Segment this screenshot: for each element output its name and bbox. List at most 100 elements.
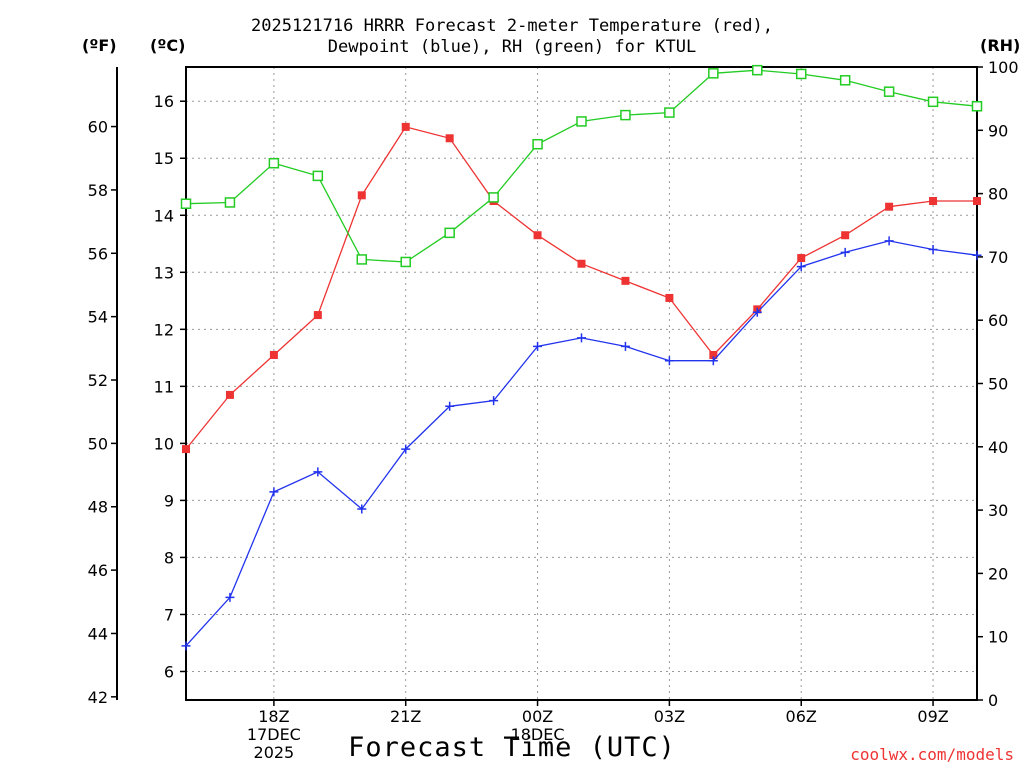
x-tick-label: 00Z	[522, 707, 553, 726]
rh-point	[532, 138, 543, 150]
rh-point	[927, 96, 939, 108]
dewpoint-point	[620, 341, 630, 351]
rh-point	[883, 86, 895, 97]
temperature-point	[709, 350, 718, 359]
rh-point	[576, 116, 587, 127]
celsius-tick-label: 6	[164, 662, 174, 681]
celsius-axis-unit-label: (ºC)	[150, 36, 186, 55]
fahrenheit-tick-label: 42	[88, 688, 108, 707]
rh-tick-label: 30	[988, 501, 1008, 520]
temperature-point	[269, 350, 278, 359]
x-axis-title: Forecast Time (UTC)	[348, 732, 676, 763]
fahrenheit-tick-label: 60	[88, 118, 108, 137]
rh-point	[839, 75, 851, 86]
rh-point	[224, 197, 236, 208]
dewpoint-point	[928, 244, 938, 254]
rh-point	[312, 170, 324, 182]
dewpoint-point	[313, 467, 323, 477]
temperature-series-line	[185, 126, 977, 450]
temperature-point	[577, 259, 586, 268]
dewpoint-point	[664, 356, 674, 366]
celsius-tick-label: 7	[164, 605, 174, 624]
fahrenheit-tick-label: 44	[88, 624, 108, 643]
fahrenheit-tick-label: 56	[88, 244, 108, 263]
dewpoint-point	[357, 504, 367, 514]
rh-tick-label: 80	[988, 185, 1008, 204]
x-tick-label: 06Z	[786, 707, 817, 726]
rh-tick-label: 20	[988, 564, 1008, 583]
dewpoint-point	[489, 396, 499, 406]
fahrenheit-axis-unit-label: (ºF)	[82, 36, 117, 55]
rh-series-line	[185, 69, 978, 263]
plot-frame	[185, 66, 978, 701]
rh-tick-label: 100	[988, 58, 1019, 77]
rh-point	[444, 227, 455, 239]
temperature-point	[401, 122, 410, 131]
rh-point	[664, 107, 675, 118]
temperature-point	[445, 134, 454, 143]
temperature-point	[973, 197, 981, 206]
temperature-point	[313, 311, 322, 320]
dewpoint-point	[884, 236, 894, 246]
rh-point	[268, 157, 280, 169]
dewpoint-point	[577, 333, 586, 343]
temperature-point	[885, 202, 894, 211]
temperature-point	[182, 445, 190, 454]
temperature-point	[225, 390, 234, 399]
dewpoint-point	[269, 487, 279, 497]
temperature-point	[929, 197, 938, 206]
x-tick-label: 18Z	[258, 707, 289, 726]
celsius-tick-label: 12	[154, 320, 174, 339]
rh-point	[752, 64, 763, 76]
x-tick-label: 09Z	[917, 707, 948, 726]
chart-title-line-2: Dewpoint (blue), RH (green) for KTUL	[327, 37, 697, 57]
rh-tick-label: 10	[988, 628, 1008, 647]
rh-tick-label: 70	[988, 248, 1008, 267]
dewpoint-point	[708, 356, 718, 366]
rh-point	[708, 68, 719, 79]
rh-tick-label: 50	[988, 375, 1008, 394]
dewpoint-point	[796, 262, 806, 272]
temperature-point	[621, 276, 630, 285]
dewpoint-point	[972, 250, 982, 260]
temperature-point	[797, 254, 806, 263]
temperature-point	[841, 231, 850, 240]
x-tick-label: 17DEC	[247, 725, 301, 744]
temperature-point	[357, 191, 366, 200]
celsius-tick-label: 11	[154, 377, 174, 396]
fahrenheit-tick-label: 50	[88, 434, 108, 453]
temperature-point	[665, 293, 674, 302]
chart-title-line-1: 2025121716 HRRR Forecast 2-meter Tempera…	[251, 16, 773, 36]
rh-tick-label: 40	[988, 438, 1008, 457]
celsius-tick-label: 13	[154, 263, 174, 282]
x-tick-label: 2025	[254, 743, 295, 762]
rh-tick-label: 0	[988, 691, 998, 710]
temperature-point	[533, 231, 542, 240]
dewpoint-point	[225, 592, 235, 602]
rh-point	[971, 100, 983, 112]
celsius-tick-label: 10	[154, 434, 174, 453]
dewpoint-point	[445, 401, 455, 411]
celsius-tick-label: 14	[154, 206, 174, 225]
dewpoint-point	[533, 341, 543, 351]
celsius-tick-label: 8	[164, 548, 174, 567]
source-credit[interactable]: coolwx.com/models	[850, 745, 1014, 764]
celsius-tick-label: 9	[164, 491, 174, 510]
fahrenheit-tick-label: 46	[88, 561, 108, 580]
dewpoint-point	[840, 247, 850, 257]
rh-point	[488, 192, 499, 203]
rh-axis-unit-label: (RH)	[980, 36, 1021, 55]
fahrenheit-tick-label: 48	[88, 498, 108, 517]
rh-tick-label: 60	[988, 311, 1008, 330]
rh-point	[795, 68, 807, 80]
fahrenheit-tick-label: 52	[88, 371, 108, 390]
x-tick-label: 18DEC	[511, 725, 565, 744]
rh-point	[180, 198, 192, 209]
fahrenheit-tick-label: 54	[88, 308, 108, 327]
fahrenheit-tick-label: 58	[88, 181, 108, 200]
x-tick-label: 03Z	[654, 707, 685, 726]
rh-point	[356, 254, 368, 265]
dewpoint-point	[181, 641, 191, 651]
dewpoint-point	[752, 307, 762, 317]
